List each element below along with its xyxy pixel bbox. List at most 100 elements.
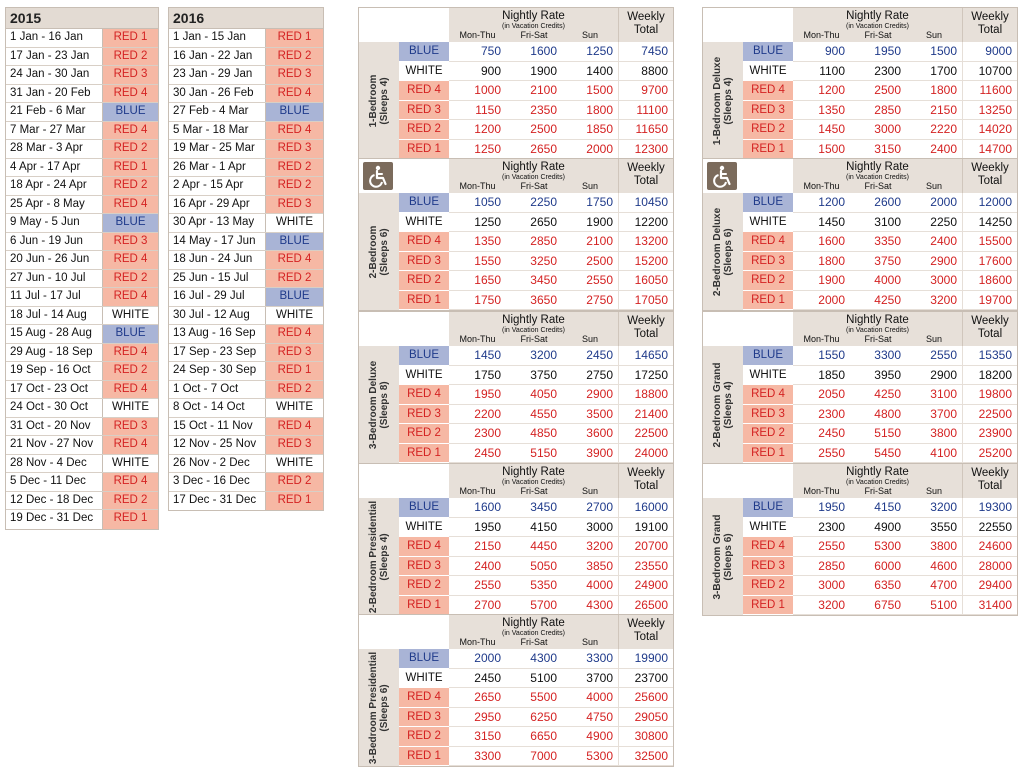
- nightly-rate: 2150: [449, 537, 506, 557]
- season-dates: 9 May - 5 Jun: [6, 214, 103, 232]
- nightly-rate: 5150: [850, 424, 906, 444]
- season-row: 16 Apr - 29 Apr RED 3: [169, 195, 323, 215]
- weekly-total-header: Weekly Total: [962, 464, 1017, 498]
- season-row: 28 Nov - 4 Dec WHITE: [6, 454, 158, 474]
- day-column-header: Mon-Thu: [459, 334, 496, 344]
- nightly-rate: 3200: [906, 290, 962, 310]
- season-code: RED 4: [743, 537, 793, 557]
- nightly-rate: 1450: [449, 346, 506, 366]
- season-dates: 16 Jan - 22 Jan: [169, 47, 266, 66]
- block-corner: [703, 464, 793, 498]
- season-dates: 16 Jul - 29 Jul: [169, 288, 266, 306]
- nightly-rate: 5100: [506, 668, 562, 688]
- season-dates: 21 Feb - 6 Mar: [6, 103, 103, 121]
- nightly-rate: 750: [449, 42, 506, 62]
- weekly-total-header: Weekly Total: [962, 312, 1017, 346]
- season-code: WHITE: [103, 399, 158, 417]
- season-code: RED 4: [266, 251, 323, 269]
- nightly-rate: 3500: [562, 404, 618, 424]
- weekly-total: 14020: [962, 120, 1017, 140]
- season-code: RED 1: [399, 139, 449, 159]
- nightly-rate: 1500: [562, 81, 618, 101]
- nightly-rate: 3200: [793, 595, 850, 615]
- season-dates: 19 Sep - 16 Oct: [6, 362, 103, 380]
- season-year: 2015: [6, 8, 158, 29]
- season-code: RED 4: [266, 417, 323, 436]
- season-code: RED 2: [399, 271, 449, 291]
- season-code: WHITE: [399, 517, 449, 537]
- season-code: RED 1: [266, 29, 323, 47]
- season-dates: 26 Nov - 2 Dec: [169, 454, 266, 473]
- weekly-total: 24900: [618, 576, 673, 596]
- weekly-total: 14650: [618, 346, 673, 366]
- nightly-rate: 1800: [562, 100, 618, 120]
- nightly-rate-title: Nightly Rate: [502, 466, 565, 478]
- nightly-rate: 2200: [449, 404, 506, 424]
- weekly-total: 12200: [618, 212, 673, 232]
- season-dates: 17 Oct - 23 Oct: [6, 380, 103, 399]
- season-row: 1 Oct - 7 Oct RED 2: [169, 380, 323, 400]
- season-code: RED 2: [103, 269, 158, 288]
- nightly-rate-header: Nightly Rate (in Vacation Credits): [449, 159, 618, 180]
- weekly-total-header: Weekly Total: [618, 8, 673, 42]
- room-type: 3-Bedroom Presidential (Sleeps 6): [359, 649, 399, 766]
- nightly-rate: 3450: [506, 271, 562, 291]
- nightly-rate: 2550: [793, 537, 850, 557]
- nightly-rate: 4150: [850, 498, 906, 518]
- season-year: 2016: [169, 8, 323, 29]
- season-code: RED 1: [266, 491, 323, 511]
- season-dates: 25 Apr - 8 May: [6, 195, 103, 214]
- season-code: BLUE: [399, 649, 449, 669]
- nightly-rate: 4050: [506, 385, 562, 405]
- season-row: 31 Jan - 20 Feb RED 4: [6, 84, 158, 104]
- nightly-rate: 1750: [449, 365, 506, 385]
- nightly-rate: 2300: [850, 61, 906, 81]
- season-dates: 17 Jan - 23 Jan: [6, 47, 103, 66]
- block-corner: [359, 8, 449, 42]
- nightly-rate: 2300: [793, 404, 850, 424]
- nightly-rate-title: Nightly Rate: [846, 314, 909, 326]
- season-row: 11 Jul - 17 Jul RED 4: [6, 288, 158, 307]
- nightly-rate: 2550: [562, 271, 618, 291]
- season-dates: 18 Apr - 24 Apr: [6, 177, 103, 195]
- block-corner: [703, 159, 793, 193]
- season-code: RED 2: [266, 473, 323, 491]
- weekly-total: 29050: [618, 707, 673, 727]
- season-row: 27 Feb - 4 Mar BLUE: [169, 103, 323, 122]
- weekly-total: 23900: [962, 424, 1017, 444]
- nightly-rate-header: Nightly Rate (in Vacation Credits): [449, 464, 618, 485]
- nightly-rate: 3550: [906, 517, 962, 537]
- vacation-credits-note: (in Vacation Credits): [502, 629, 565, 637]
- vacation-credits-note: (in Vacation Credits): [502, 326, 565, 334]
- nightly-rate: 1950: [449, 517, 506, 537]
- nightly-rate: 2400: [449, 556, 506, 576]
- nightly-rate: 1550: [449, 251, 506, 271]
- weekly-total: 25600: [618, 688, 673, 708]
- nightly-rate-header: Nightly Rate (in Vacation Credits): [793, 464, 962, 485]
- nightly-rate: 2250: [906, 212, 962, 232]
- nightly-rate: 2500: [506, 120, 562, 140]
- season-row: 1 Jan - 15 Jan RED 1: [169, 29, 323, 48]
- nightly-rate: 5150: [506, 443, 562, 463]
- season-dates: 16 Apr - 29 Apr: [169, 195, 266, 214]
- weekly-total: 25200: [962, 443, 1017, 463]
- weekly-total: 24000: [618, 443, 673, 463]
- nightly-rate: 1250: [449, 212, 506, 232]
- nightly-rate: 1800: [906, 81, 962, 101]
- nightly-rate: 2150: [906, 100, 962, 120]
- season-dates: 24 Sep - 30 Sep: [169, 362, 266, 380]
- season-code: RED 4: [399, 688, 449, 708]
- season-code: RED 1: [743, 290, 793, 310]
- season-code: RED 3: [399, 707, 449, 727]
- season-dates: 25 Jun - 15 Jul: [169, 269, 266, 288]
- nightly-rate: 3100: [906, 385, 962, 405]
- nightly-rate: 1350: [793, 100, 850, 120]
- season-code: RED 2: [399, 576, 449, 596]
- day-column-header: Sun: [581, 486, 598, 496]
- nightly-rate: 2750: [562, 365, 618, 385]
- season-code: RED 4: [266, 84, 323, 103]
- nightly-rate: 2400: [906, 139, 962, 159]
- nightly-rate: 2300: [449, 424, 506, 444]
- nightly-rate: 900: [449, 61, 506, 81]
- rate-block: Nightly Rate (in Vacation Credits) Weekly …: [358, 158, 674, 311]
